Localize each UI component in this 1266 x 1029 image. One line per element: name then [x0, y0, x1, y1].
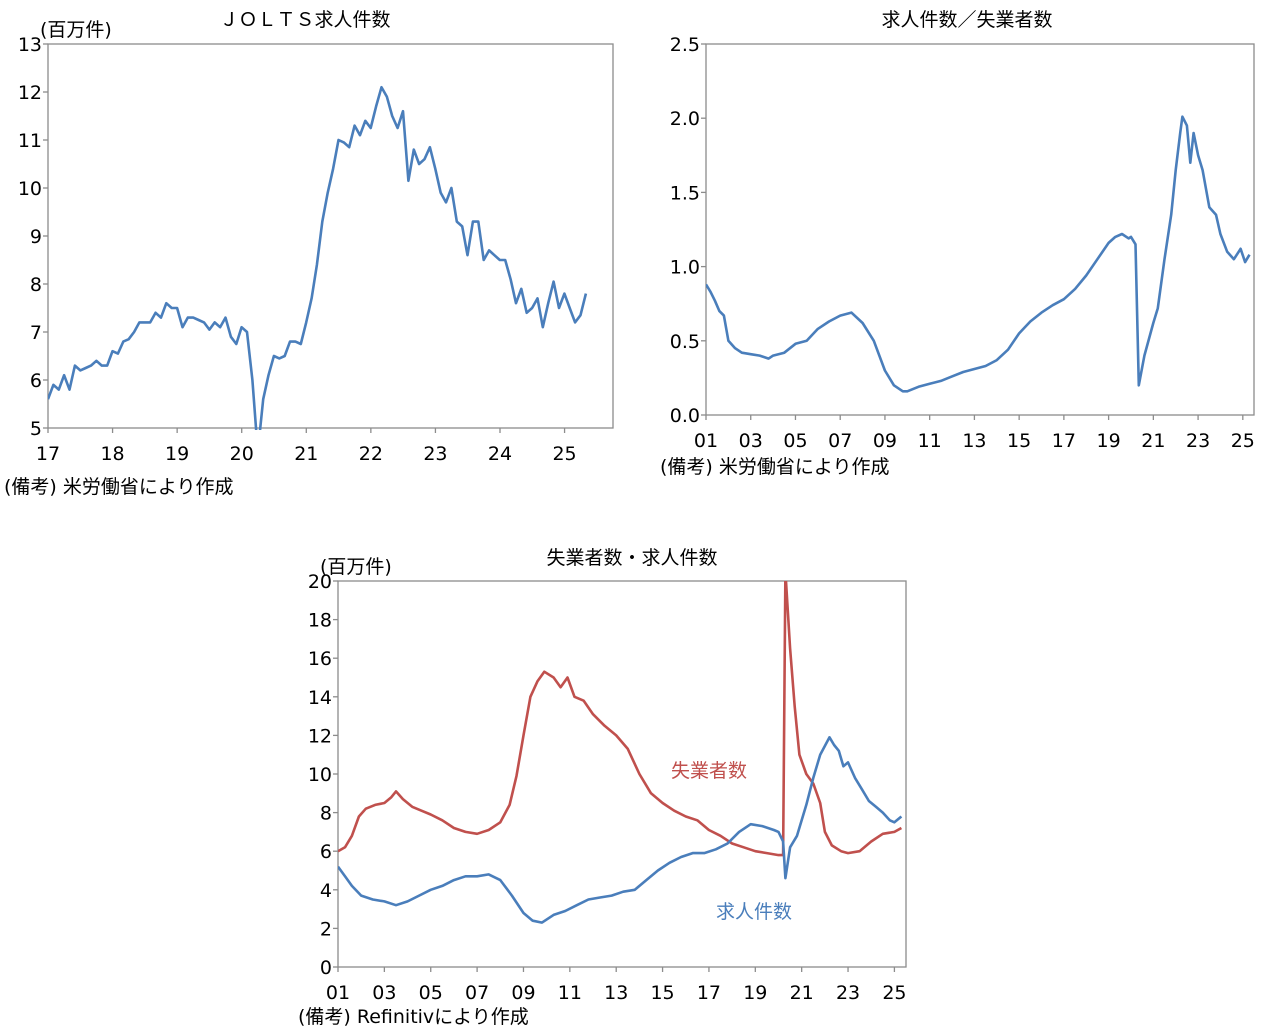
x-tick-label: 05 [419, 982, 443, 1004]
y-tick-label: 11 [18, 130, 42, 152]
x-tick-label: 03 [739, 430, 763, 452]
x-tick-label: 13 [604, 982, 628, 1004]
x-tick-label: 19 [1097, 430, 1121, 452]
x-tick-label: 07 [828, 430, 852, 452]
unemployment-openings-chart: 失業者数・求人件数 (百万件) 0 2 4 6 8 10 12 14 16 18 20 01 03 05… [298, 547, 907, 1028]
x-tick-label: 11 [918, 430, 942, 452]
y-tick-label: 12 [18, 82, 42, 104]
unemployment-series-label: 失業者数 [671, 760, 747, 782]
ratio-plot-area [705, 43, 1255, 416]
y-tick-label: 0.5 [670, 331, 700, 353]
y-tick-label: 8 [30, 274, 42, 296]
y-tick-label: 8 [320, 803, 332, 825]
x-tick-label: 21 [1141, 430, 1165, 452]
x-tick-label: 19 [165, 443, 189, 465]
y-tick-label: 1.0 [670, 257, 700, 279]
y-tick-label: 2.5 [670, 34, 700, 56]
x-tick-label: 17 [1052, 430, 1076, 452]
y-tick-label: 12 [308, 725, 332, 747]
x-tick-label: 07 [465, 982, 489, 1004]
y-tick-label: 9 [30, 226, 42, 248]
jolts-unit-label: (百万件) [40, 19, 112, 41]
y-tick-label: 6 [30, 370, 42, 392]
jolts-source-note: (備考) 米労働省により作成 [4, 476, 234, 498]
ratio-chart: 求人件数／失業者数 0.0 0.5 1.0 1.5 2.0 2.5 01 03 05 07 09 1… [660, 9, 1255, 478]
y-tick-label: 20 [308, 571, 332, 593]
x-tick-label: 23 [1186, 430, 1210, 452]
x-tick-label: 21 [294, 443, 318, 465]
openings-series-label: 求人件数 [716, 901, 792, 923]
x-tick-label: 17 [36, 443, 60, 465]
x-tick-label: 13 [962, 430, 986, 452]
x-tick-label: 21 [790, 982, 814, 1004]
jolts-series-line [48, 85, 588, 430]
x-tick-label: 01 [694, 430, 718, 452]
y-tick-label: 16 [308, 648, 332, 670]
combo-unit-label: (百万件) [320, 556, 392, 578]
x-tick-label: 03 [372, 982, 396, 1004]
y-tick-label: 0 [320, 957, 332, 979]
y-tick-label: 10 [308, 764, 332, 786]
y-tick-label: 4 [320, 880, 332, 902]
x-tick-label: 25 [882, 982, 906, 1004]
unemployment-series-line [338, 581, 903, 857]
x-tick-label: 15 [650, 982, 674, 1004]
x-tick-label: 01 [326, 982, 350, 1004]
openings-series-line [338, 735, 903, 924]
y-tick-label: 0.0 [670, 405, 700, 427]
y-tick-label: 2.0 [670, 108, 700, 130]
combo-plot-area [337, 580, 907, 968]
x-tick-label: 15 [1007, 430, 1031, 452]
y-tick-label: 2 [320, 918, 332, 940]
y-tick-label: 13 [18, 34, 42, 56]
y-tick-label: 18 [308, 610, 332, 632]
ratio-chart-title: 求人件数／失業者数 [881, 9, 1052, 31]
x-tick-label: 19 [743, 982, 767, 1004]
x-tick-label: 11 [558, 982, 582, 1004]
x-tick-label: 05 [783, 430, 807, 452]
x-tick-label: 23 [836, 982, 860, 1004]
x-tick-label: 24 [488, 443, 512, 465]
combo-source-note: (備考) Refinitivにより作成 [298, 1006, 529, 1028]
x-tick-label: 17 [697, 982, 721, 1004]
x-tick-label: 18 [100, 443, 124, 465]
x-tick-label: 22 [359, 443, 383, 465]
ratio-series-line [706, 115, 1251, 393]
x-tick-label: 25 [1231, 430, 1255, 452]
y-tick-label: 6 [320, 841, 332, 863]
combo-chart-title: 失業者数・求人件数 [546, 547, 717, 569]
y-tick-label: 5 [30, 418, 42, 440]
x-tick-label: 09 [511, 982, 535, 1004]
x-tick-label: 23 [423, 443, 447, 465]
y-tick-label: 7 [30, 322, 42, 344]
x-tick-label: 20 [230, 443, 254, 465]
ratio-source-note: (備考) 米労働省により作成 [660, 456, 890, 478]
y-tick-label: 1.5 [670, 182, 700, 204]
jolts-chart: ＪＯＬＴＳ求人件数 (百万件) 5 6 7 8 9 10 11 12 13 17 18 19 20 21… [4, 9, 614, 498]
x-tick-label: 09 [873, 430, 897, 452]
y-tick-label: 14 [308, 687, 332, 709]
jolts-plot-area [47, 43, 614, 429]
jolts-chart-title: ＪＯＬＴＳ求人件数 [219, 9, 390, 31]
x-tick-label: 25 [552, 443, 576, 465]
y-tick-label: 10 [18, 178, 42, 200]
